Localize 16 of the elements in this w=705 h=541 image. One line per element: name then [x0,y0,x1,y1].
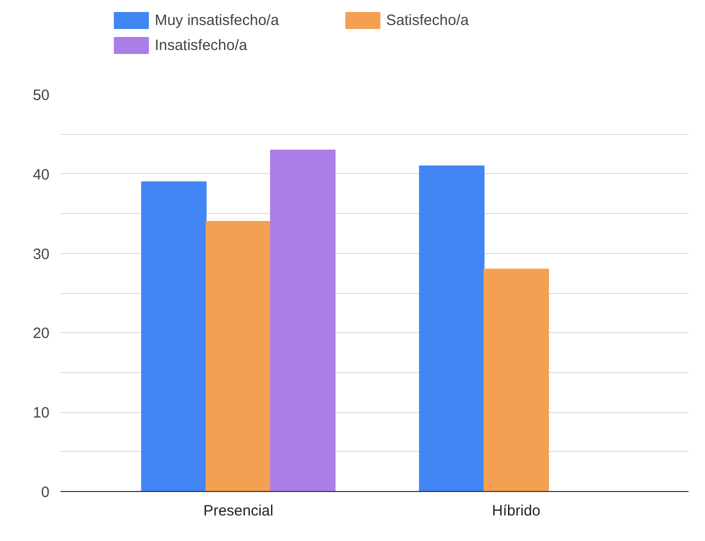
y-tick-label: 10 [32,404,50,422]
bar [206,221,272,492]
bar [270,150,336,492]
bar [483,268,549,492]
y-tick-label: 50 [32,87,50,104]
bar [141,181,207,492]
x-tick-label: Presencial [203,502,274,520]
x-tick-label: Híbrido [492,502,540,520]
legend-label: Muy insatisfecho/a [154,12,280,29]
legend-label: Satisfecho/a [386,12,470,29]
bar [419,165,484,492]
y-tick-label: 40 [32,166,50,184]
y-tick-label: 30 [32,246,50,263]
legend-label: Insatisfecho/a [154,37,248,54]
y-tick-label: 0 [41,484,50,501]
y-tick-label: 20 [32,325,50,342]
